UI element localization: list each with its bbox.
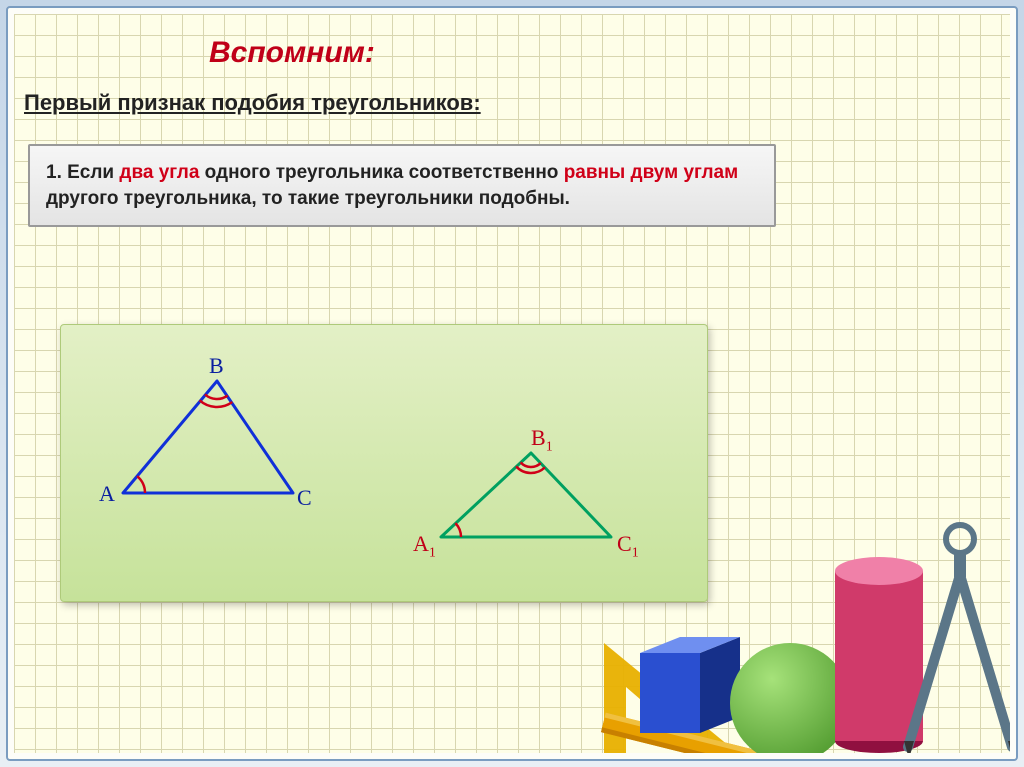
- vertex-label: C1: [617, 531, 639, 561]
- vertex-label: A: [99, 481, 115, 507]
- grid-background: Вспомним: Первый признак подобия треугол…: [14, 14, 1010, 753]
- diagram-panel: A B C A1 B1 C1: [60, 324, 708, 602]
- compass-icon: [890, 509, 1010, 753]
- vertex-label: C: [297, 485, 312, 511]
- vertex-label: B1: [531, 425, 553, 455]
- vertex-label: A1: [413, 531, 436, 561]
- theorem-box: 1. Если два угла одного треугольника соо…: [28, 144, 776, 227]
- cube-icon: [630, 623, 750, 743]
- triangles-svg: [61, 325, 709, 603]
- vertex-label: B: [209, 353, 224, 379]
- page-title: Вспомним:: [209, 36, 375, 70]
- sphere-icon: [730, 643, 850, 753]
- subtitle: Первый признак подобия треугольников:: [24, 90, 481, 116]
